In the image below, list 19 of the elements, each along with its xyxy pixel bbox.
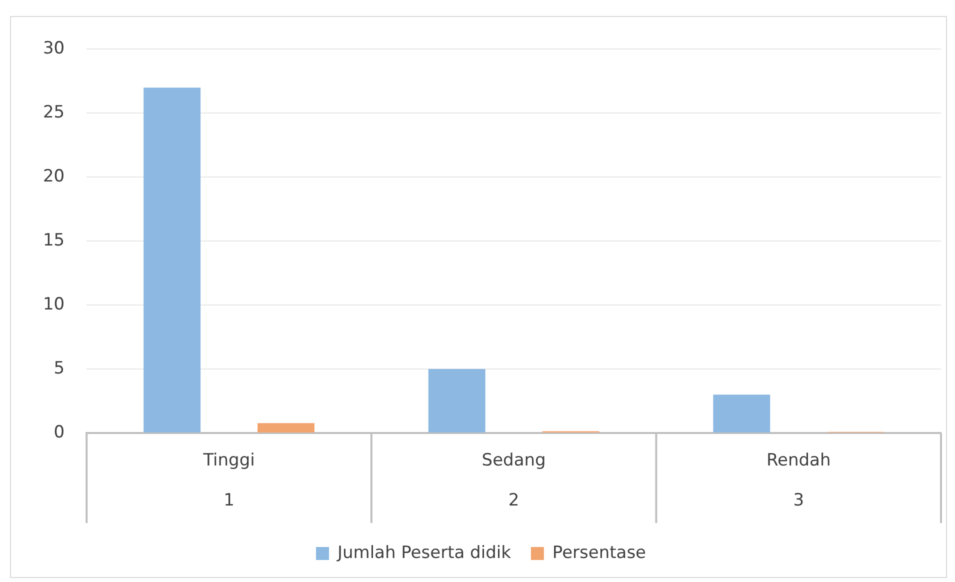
bar [144,88,201,432]
x-tick-label: Sedang [482,450,546,471]
text: 2 [508,490,520,510]
x-tick-label: Tinggi [202,450,255,471]
y-tick-label: 15 [42,230,65,251]
bar [428,369,486,432]
y-tick-label: 5 [54,358,65,378]
text: 3 [793,490,804,510]
x-tick-label: Rendah [766,450,831,471]
legend-label: Persentase [552,542,646,563]
y-tick-label: 10 [42,294,65,314]
y-tick-label: 20 [42,166,65,187]
y-tick-label: 25 [42,102,65,123]
text: 1 [224,490,234,510]
bar [713,394,770,432]
y-tick-label: 30 [42,38,65,59]
bar [258,423,314,432]
legend-label: Jumlah Peserta didik [336,542,512,563]
y-tick-label: 0 [54,422,65,442]
